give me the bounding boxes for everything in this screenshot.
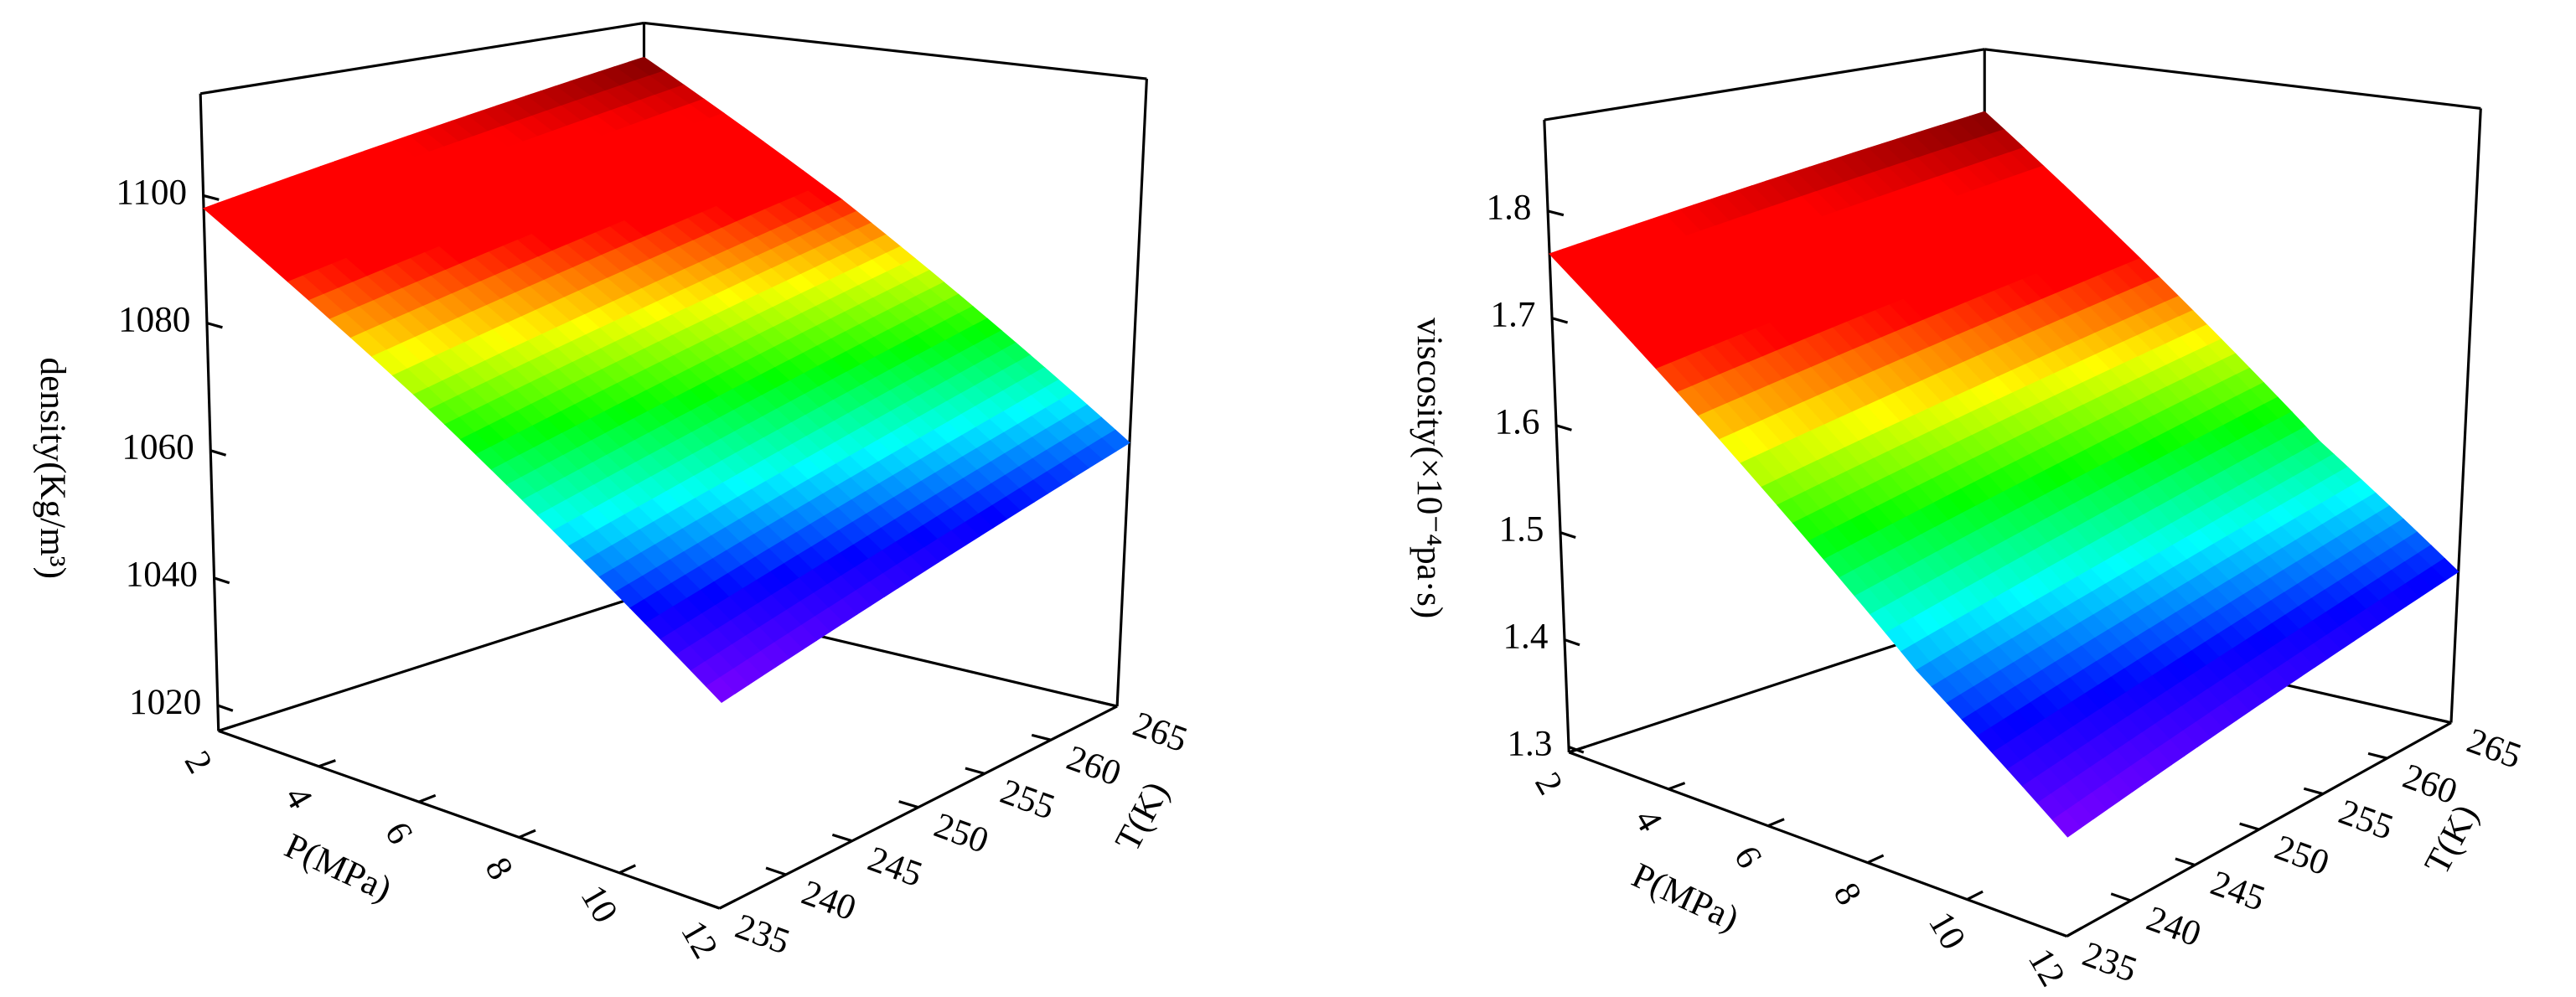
y-tick [1031, 733, 1052, 741]
z-tick-label: 1.8 [1487, 189, 1532, 228]
y-tick-label: 255 [2334, 793, 2398, 848]
z-tick-label: 1080 [118, 300, 190, 339]
y-tick [2046, 927, 2067, 938]
z-tick-label: 1.7 [1491, 296, 1536, 335]
x-tick-label: 2 [177, 745, 220, 780]
z-tick [1560, 531, 1576, 540]
x-tick-label: 6 [377, 815, 420, 850]
z-tick [206, 322, 223, 329]
box-edge [644, 21, 1147, 80]
x-tick [518, 829, 536, 839]
z-tick-label: 1.5 [1499, 510, 1544, 550]
z-tick-label: 1.4 [1503, 617, 1548, 656]
y-tick-label: 250 [2269, 828, 2334, 883]
box-edge [1544, 48, 1985, 121]
y-tick [699, 900, 721, 910]
y-tick [2175, 857, 2196, 867]
z-tick [1547, 209, 1565, 217]
x-tick [2066, 926, 2083, 938]
box-edge [1115, 79, 1148, 707]
y-tick-label: 240 [797, 873, 861, 928]
z-tick-label: 1100 [116, 173, 187, 212]
x-tick [1966, 890, 1984, 901]
surface-patch [706, 677, 737, 704]
y-tick-label: 245 [2206, 864, 2270, 919]
x-tick-label: 4 [277, 780, 319, 815]
z-tick-label: 1020 [129, 683, 201, 722]
y-tick-label: 260 [1062, 738, 1126, 793]
y-tick-label: 240 [2142, 899, 2206, 954]
z-tick [1564, 638, 1580, 647]
x-tick-label: 8 [1826, 876, 1869, 912]
y-tick [2110, 892, 2132, 902]
y-tick [2432, 716, 2452, 725]
box-edge [1984, 48, 2481, 110]
y-tick-label: 255 [996, 772, 1060, 827]
box-edge [199, 93, 220, 731]
x-tick-label: 12 [2020, 942, 2072, 993]
z-tick [1568, 746, 1585, 754]
x-tick [1866, 854, 1885, 865]
y-tick [965, 767, 985, 775]
box-edge [2449, 108, 2482, 723]
x-tick-label: 2 [1527, 766, 1570, 801]
z-tick [1551, 317, 1569, 324]
z-tick [217, 704, 234, 712]
x-tick-label: 8 [477, 851, 520, 886]
z-tick [203, 194, 220, 201]
y-tick [2367, 752, 2387, 760]
x-tick [318, 759, 336, 768]
x-tick [1767, 818, 1785, 828]
y-tick [1098, 700, 1118, 708]
z-tick [209, 449, 227, 457]
y-tick [2239, 822, 2260, 831]
y-tick [898, 800, 919, 809]
y-axis-title: T(K) [2418, 798, 2486, 881]
y-tick [765, 866, 787, 876]
z-tick-label: 1.6 [1495, 403, 1540, 442]
box-edge [218, 729, 721, 910]
z-tick [214, 576, 230, 585]
x-tick [618, 864, 637, 875]
box-edge [1543, 120, 1570, 752]
y-tick [831, 833, 853, 843]
y-tick-label: 265 [2462, 721, 2527, 777]
x-tick-label: 12 [673, 914, 725, 965]
y-tick-label: 235 [2077, 935, 2142, 990]
x-tick-label: 6 [1726, 839, 1769, 875]
z-tick-label: 1040 [126, 555, 198, 595]
box-edge [218, 593, 644, 732]
surface-patch [2051, 810, 2082, 838]
box-edge [199, 21, 644, 96]
x-tick-label: 10 [573, 879, 625, 930]
x-tick [718, 899, 737, 910]
z-tick-label: 1.3 [1507, 724, 1552, 763]
z-axis-title: density(Kg/m³) [33, 357, 72, 578]
z-tick-label: 1060 [122, 428, 194, 468]
y-tick-label: 235 [730, 907, 794, 962]
y-tick-label: 250 [929, 806, 994, 861]
x-axis-title: P(MPa) [1626, 855, 1744, 938]
z-tick [1555, 424, 1572, 431]
y-tick-label: 265 [1128, 705, 1192, 760]
x-tick-label: 4 [1627, 803, 1669, 838]
x-tick [418, 793, 437, 803]
x-tick-label: 10 [1921, 906, 1973, 957]
z-axis-title: viscosity(×10⁻⁴pa·s) [1410, 318, 1449, 618]
y-tick-label: 245 [863, 839, 928, 895]
box-edge [1568, 751, 2067, 938]
y-axis-title: T(K) [1108, 776, 1177, 858]
y-tick [2303, 787, 2324, 796]
x-tick [1668, 782, 1686, 791]
x-tick [218, 724, 236, 732]
